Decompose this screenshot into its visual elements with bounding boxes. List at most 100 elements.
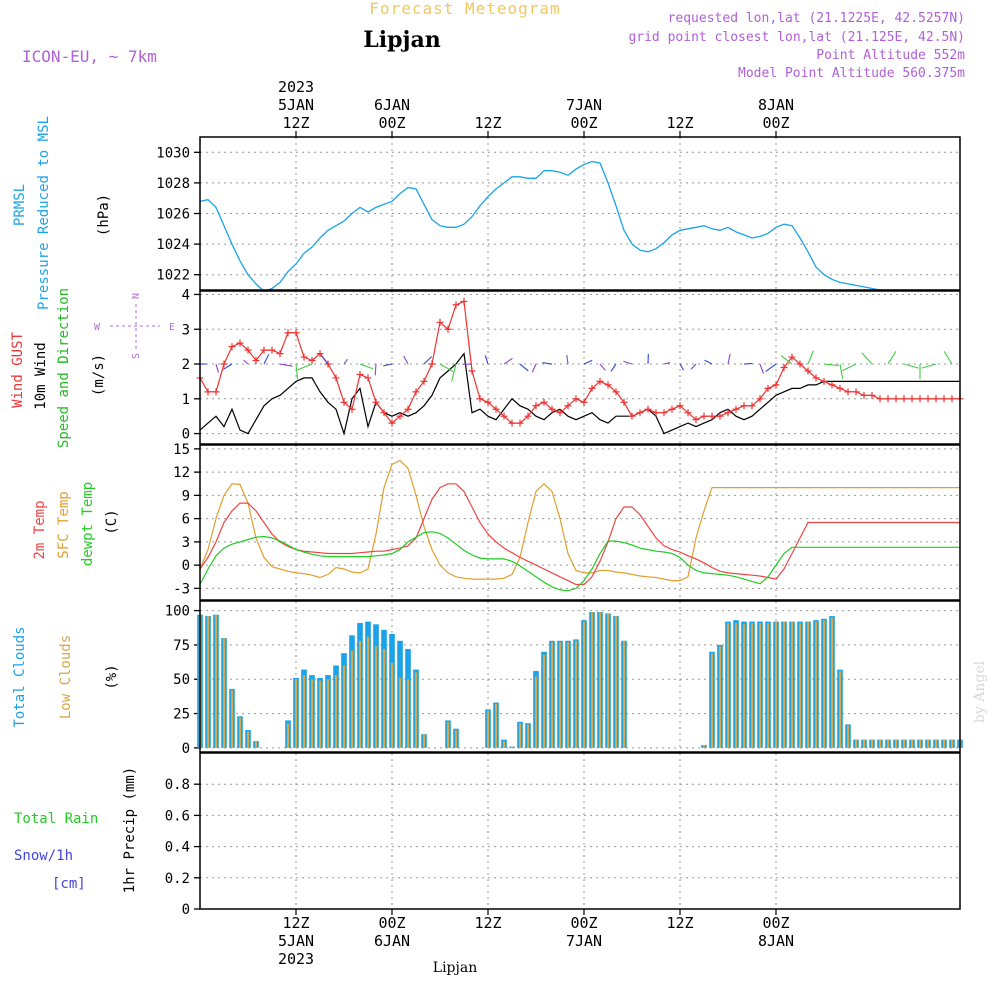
top-axis-label: 00Z bbox=[570, 114, 597, 132]
low-cloud-bar bbox=[502, 741, 506, 748]
bottom-axis-label: 12Z bbox=[666, 914, 693, 932]
wind-arrow bbox=[599, 363, 606, 371]
gust-marker bbox=[572, 395, 580, 403]
temp-label-sfc: SFC Temp bbox=[56, 491, 72, 558]
wind-arrow bbox=[320, 354, 329, 365]
gust-marker bbox=[692, 416, 700, 424]
precip-grid bbox=[200, 753, 960, 910]
gust-marker bbox=[764, 384, 772, 392]
low-cloud-bar bbox=[878, 739, 882, 748]
wind-arrow bbox=[663, 362, 670, 365]
low-cloud-bar bbox=[830, 617, 834, 748]
wind-arrow bbox=[295, 363, 299, 379]
top-axis-label: 8JAN bbox=[758, 96, 794, 114]
wind-arrow bbox=[451, 363, 457, 382]
bottom-axis-label: 7JAN bbox=[566, 932, 602, 950]
y-tick-label: 2 bbox=[182, 357, 190, 373]
wind-arrow bbox=[374, 363, 377, 376]
wind-arrow bbox=[215, 363, 220, 373]
low-cloud-bar bbox=[390, 662, 394, 748]
clouds-y-ticks: 0 25 50 75 100 bbox=[165, 604, 200, 757]
y-tick-label: 1030 bbox=[156, 145, 190, 161]
gust-marker bbox=[700, 412, 708, 420]
wind-arrow bbox=[359, 363, 374, 370]
gust-marker bbox=[852, 388, 860, 396]
wind-arrow bbox=[807, 350, 814, 365]
y-tick-label: 0.4 bbox=[165, 840, 190, 856]
low-cloud-bar bbox=[454, 730, 458, 748]
y-tick-label: 0.6 bbox=[165, 808, 190, 824]
pressure-y-ticks: 1022 1024 1026 1028 1030 bbox=[156, 145, 200, 284]
temperature-y-ticks: -3 0 3 6 9 12 15 bbox=[173, 442, 200, 597]
gust-marker bbox=[780, 364, 788, 371]
low-cloud-bar bbox=[294, 679, 298, 748]
low-cloud-bar bbox=[510, 746, 514, 748]
compass-rose: N W E S bbox=[94, 293, 175, 359]
low-cloud-bar bbox=[854, 739, 858, 748]
wind-arrow bbox=[519, 363, 529, 372]
low-cloud-bar bbox=[334, 675, 338, 748]
gust-marker bbox=[308, 357, 316, 365]
cloud-label-unit: (%) bbox=[104, 664, 120, 689]
gust-marker bbox=[796, 360, 804, 368]
gust-marker bbox=[460, 297, 468, 305]
bottom-axis-label: 12Z bbox=[474, 914, 501, 932]
gust-marker bbox=[348, 405, 356, 413]
cloud-label-total: Total Clouds bbox=[12, 626, 28, 727]
wind-arrow bbox=[223, 363, 233, 370]
gust-marker bbox=[484, 398, 492, 406]
gust-marker bbox=[596, 377, 604, 385]
wind-arrow bbox=[623, 360, 633, 365]
gust-marker bbox=[940, 395, 948, 403]
wind-arrow bbox=[566, 355, 569, 365]
wind-label-gust: Wind GUST bbox=[10, 332, 26, 408]
snow-unit-label: [cm] bbox=[52, 876, 86, 892]
y-tick-label: 12 bbox=[173, 465, 190, 481]
wind-gust-markers bbox=[196, 297, 964, 427]
low-cloud-bar bbox=[254, 741, 258, 748]
wind-label-unit: (m/s) bbox=[91, 354, 107, 396]
wind-arrow bbox=[343, 358, 348, 365]
y-tick-label: 6 bbox=[182, 512, 190, 528]
gust-marker bbox=[436, 318, 444, 326]
gust-marker bbox=[908, 395, 916, 403]
gust-marker bbox=[628, 412, 636, 420]
pressure-label-unit: (hPa) bbox=[96, 194, 112, 236]
wind-label-10m: 10m Wind bbox=[33, 342, 49, 409]
gust-marker bbox=[444, 325, 452, 333]
model-altitude: Model Point Altitude 560.375m bbox=[738, 66, 965, 81]
bottom-axis-label: 00Z bbox=[570, 914, 597, 932]
wind-arrow bbox=[484, 355, 489, 365]
wind-arrow bbox=[842, 363, 857, 372]
low-cloud-bar bbox=[614, 616, 618, 748]
low-cloud-bar bbox=[870, 739, 874, 748]
wind-arrow bbox=[610, 363, 617, 372]
wind-arrow bbox=[439, 363, 454, 373]
gust-marker bbox=[724, 409, 732, 417]
wind-arrow bbox=[887, 351, 897, 365]
gust-marker bbox=[324, 360, 332, 368]
gust-marker bbox=[788, 353, 796, 361]
gust-marker bbox=[932, 395, 940, 403]
y-tick-label: 0 bbox=[182, 902, 190, 918]
y-tick-label: 75 bbox=[173, 638, 190, 654]
low-cloud-bar bbox=[230, 690, 234, 748]
gust-marker bbox=[300, 353, 308, 361]
low-cloud-bar bbox=[774, 621, 778, 748]
bottom-axis-label: 12Z bbox=[282, 914, 309, 932]
low-cloud-bar bbox=[366, 636, 370, 748]
gust-marker bbox=[668, 405, 676, 413]
low-cloud-bar bbox=[766, 623, 770, 748]
gust-marker bbox=[228, 343, 236, 351]
gust-marker bbox=[268, 346, 276, 354]
low-cloud-bar bbox=[846, 725, 850, 748]
gust-marker bbox=[652, 409, 660, 417]
gridpoint-coords: grid point closest lon,lat (21.125E, 42.… bbox=[628, 30, 965, 45]
gust-marker bbox=[276, 350, 284, 358]
gust-marker bbox=[900, 395, 908, 403]
rain-label: Total Rain bbox=[14, 811, 98, 827]
gust-marker bbox=[260, 346, 268, 354]
temperature-panel: -3 0 3 6 9 12 15 2m Temp SFC Temp dewpt Temp (… bbox=[32, 442, 961, 601]
gust-marker bbox=[236, 339, 244, 347]
